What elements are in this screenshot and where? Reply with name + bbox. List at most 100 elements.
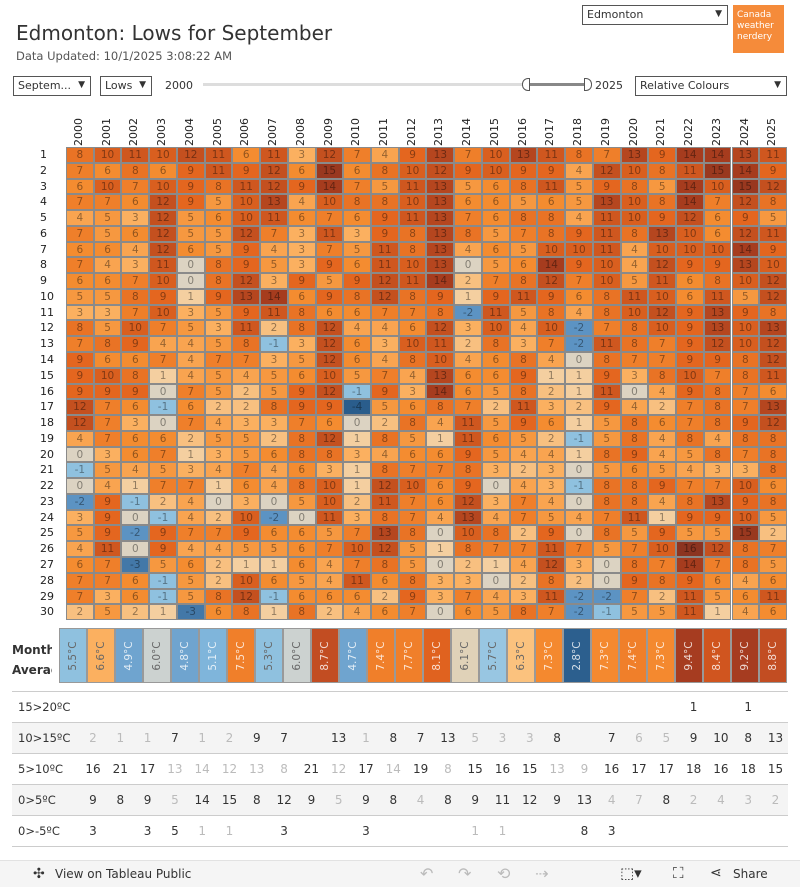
heatmap-cell[interactable]: 11 <box>648 273 677 289</box>
heatmap-cell[interactable]: -2 <box>565 604 593 621</box>
heatmap-cell[interactable]: 12 <box>66 399 94 416</box>
heatmap-cell[interactable]: 8 <box>121 288 150 305</box>
heatmap-cell[interactable]: 6 <box>343 588 371 605</box>
heatmap-cell[interactable]: 9 <box>592 399 621 416</box>
heatmap-cell[interactable]: 1 <box>149 367 177 384</box>
heatmap-cell[interactable]: -2 <box>260 509 288 526</box>
heatmap-cell[interactable]: 9 <box>121 336 150 352</box>
heatmap-cell[interactable]: 1 <box>121 478 150 494</box>
heatmap-cell[interactable]: 7 <box>731 399 760 416</box>
heatmap-cell[interactable]: 9 <box>287 383 316 400</box>
heatmap-cell[interactable]: 9 <box>315 257 344 274</box>
heatmap-cell[interactable]: 5 <box>232 541 261 557</box>
heatmap-cell[interactable]: 6 <box>204 604 233 621</box>
heatmap-cell[interactable]: 10 <box>703 178 732 195</box>
heatmap-cell[interactable]: 11 <box>703 288 732 305</box>
heatmap-cell[interactable]: 4 <box>703 430 732 447</box>
heatmap-cell[interactable]: 13 <box>759 399 787 416</box>
heatmap-cell[interactable]: 9 <box>454 162 482 179</box>
heatmap-cell[interactable]: 5 <box>93 210 122 226</box>
heatmap-cell[interactable]: 6 <box>537 415 566 431</box>
heatmap-cell[interactable]: 11 <box>676 604 704 621</box>
heatmap-cell[interactable]: 1 <box>343 478 371 494</box>
heatmap-cell[interactable]: 8 <box>731 367 760 384</box>
heatmap-cell[interactable]: 8 <box>620 336 649 352</box>
heatmap-cell[interactable]: 6 <box>759 604 787 621</box>
heatmap-cell[interactable]: 8 <box>371 462 399 479</box>
heatmap-cell[interactable]: 5 <box>398 541 427 557</box>
heatmap-cell[interactable]: 7 <box>371 367 399 384</box>
heatmap-cell[interactable]: 0 <box>121 541 150 557</box>
heatmap-cell[interactable]: 6 <box>149 162 177 179</box>
heatmap-cell[interactable]: 6 <box>287 541 316 557</box>
heatmap-cell[interactable]: -2 <box>592 588 621 605</box>
heatmap-cell[interactable]: 11 <box>260 147 288 163</box>
heatmap-cell[interactable]: 13 <box>703 304 732 321</box>
heatmap-cell[interactable]: 4 <box>565 210 593 226</box>
heatmap-cell[interactable]: 11 <box>537 178 566 195</box>
heatmap-cell[interactable]: 8 <box>204 178 233 195</box>
heatmap-cell[interactable]: 3 <box>121 257 150 274</box>
heatmap-cell[interactable]: 14 <box>426 273 455 289</box>
heatmap-cell[interactable]: 8 <box>509 383 538 400</box>
heatmap-cell[interactable]: 3 <box>509 588 538 605</box>
heatmap-cell[interactable]: 9 <box>481 288 510 305</box>
heatmap-cell[interactable]: 12 <box>592 162 621 179</box>
heatmap-cell[interactable]: 3 <box>93 588 122 605</box>
heatmap-cell[interactable]: 7 <box>66 588 94 605</box>
heatmap-cell[interactable]: 13 <box>426 367 455 384</box>
heatmap-cell[interactable]: 13 <box>759 320 787 337</box>
heatmap-cell[interactable]: 9 <box>66 352 94 368</box>
heatmap-cell[interactable]: 10 <box>731 478 760 494</box>
heatmap-cell[interactable]: 10 <box>121 320 150 337</box>
heatmap-cell[interactable]: 5 <box>454 178 482 195</box>
heatmap-cell[interactable]: 5 <box>592 462 621 479</box>
heatmap-cell[interactable]: 9 <box>731 210 760 226</box>
heatmap-cell[interactable]: 14 <box>676 147 704 163</box>
heatmap-cell[interactable]: 9 <box>676 383 704 400</box>
heatmap-cell[interactable]: -1 <box>260 336 288 352</box>
heatmap-cell[interactable]: 7 <box>398 304 427 321</box>
heatmap-cell[interactable]: 4 <box>648 430 677 447</box>
heatmap-cell[interactable]: 11 <box>509 399 538 416</box>
heatmap-cell[interactable]: 12 <box>66 415 94 431</box>
heatmap-cell[interactable]: 6 <box>454 383 482 400</box>
heatmap-cell[interactable]: 10 <box>620 194 649 211</box>
heatmap-cell[interactable]: 11 <box>537 147 566 163</box>
heatmap-cell[interactable]: 13 <box>426 147 455 163</box>
heatmap-cell[interactable]: 3 <box>232 493 261 510</box>
heatmap-cell[interactable]: 4 <box>260 241 288 258</box>
heatmap-cell[interactable]: 7 <box>315 210 344 226</box>
heatmap-cell[interactable]: 10 <box>676 241 704 258</box>
heatmap-cell[interactable]: 7 <box>565 273 593 289</box>
heatmap-cell[interactable]: 5 <box>676 525 704 542</box>
heatmap-cell[interactable]: 7 <box>149 320 177 337</box>
heatmap-cell[interactable]: 1 <box>565 383 593 400</box>
month-average-cell[interactable]: 7.4°C <box>619 628 647 683</box>
heatmap-cell[interactable]: 6 <box>121 352 150 368</box>
heatmap-cell[interactable]: 5 <box>204 430 233 447</box>
heatmap-cell[interactable]: 0 <box>260 493 288 510</box>
heatmap-cell[interactable]: 3 <box>287 147 316 163</box>
heatmap-cell[interactable]: 10 <box>315 367 344 384</box>
heatmap-cell[interactable]: 9 <box>66 383 94 400</box>
heatmap-cell[interactable]: 9 <box>592 367 621 384</box>
heatmap-cell[interactable]: 13 <box>648 225 677 242</box>
heatmap-cell[interactable]: 6 <box>121 399 150 416</box>
heatmap-cell[interactable]: 3 <box>121 210 150 226</box>
heatmap-cell[interactable]: 5 <box>93 604 122 621</box>
heatmap-cell[interactable]: 12 <box>426 162 455 179</box>
month-average-cell[interactable]: 5.1°C <box>199 628 227 683</box>
heatmap-cell[interactable]: 12 <box>676 210 704 226</box>
heatmap-cell[interactable]: 1 <box>565 415 593 431</box>
heatmap-cell[interactable]: 11 <box>315 225 344 242</box>
heatmap-cell[interactable]: 6 <box>287 162 316 179</box>
month-average-cell[interactable]: 8.8°C <box>759 628 787 683</box>
heatmap-cell[interactable]: 9 <box>648 525 677 542</box>
heatmap-cell[interactable]: 5 <box>648 604 677 621</box>
heatmap-cell[interactable]: 9 <box>676 572 704 589</box>
heatmap-cell[interactable]: 10 <box>149 304 177 321</box>
heatmap-cell[interactable]: 10 <box>454 525 482 542</box>
heatmap-cell[interactable]: 2 <box>759 525 787 542</box>
heatmap-cell[interactable]: 6 <box>232 478 261 494</box>
